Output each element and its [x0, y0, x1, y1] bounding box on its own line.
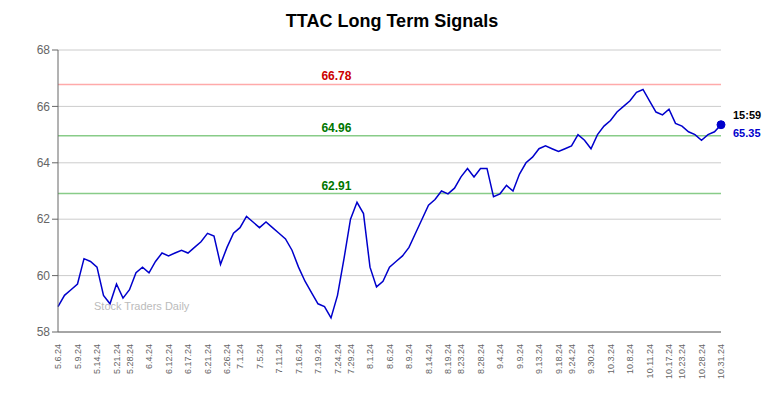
svg-text:7.1.24: 7.1.24	[235, 344, 245, 369]
svg-text:64: 64	[37, 156, 51, 170]
svg-text:10.17.24: 10.17.24	[664, 344, 674, 379]
svg-text:10.31.24: 10.31.24	[716, 344, 726, 379]
svg-text:8.1.24: 8.1.24	[365, 344, 375, 369]
svg-text:9.24.24: 9.24.24	[567, 344, 577, 374]
svg-text:7.5.24: 7.5.24	[255, 344, 265, 369]
svg-text:6.12.24: 6.12.24	[164, 344, 174, 374]
svg-text:8.19.24: 8.19.24	[443, 344, 453, 374]
svg-text:66: 66	[37, 100, 51, 114]
svg-text:9.4.24: 9.4.24	[495, 344, 505, 369]
svg-text:10.28.24: 10.28.24	[697, 344, 707, 379]
svg-text:60: 60	[37, 269, 51, 283]
svg-text:66.78: 66.78	[321, 69, 351, 83]
svg-text:8.23.24: 8.23.24	[456, 344, 466, 374]
svg-text:65.35: 65.35	[733, 127, 761, 139]
svg-text:10.3.24: 10.3.24	[606, 344, 616, 374]
svg-text:10.11.24: 10.11.24	[645, 344, 655, 378]
svg-text:62.91: 62.91	[321, 179, 351, 193]
svg-text:9.30.24: 9.30.24	[586, 344, 596, 374]
svg-text:15:59: 15:59	[733, 109, 761, 121]
svg-text:6.21.24: 6.21.24	[203, 344, 213, 374]
svg-text:5.9.24: 5.9.24	[73, 344, 83, 369]
html-text:Stock Traders Daily: Stock Traders Daily	[94, 300, 190, 312]
svg-text:8.14.24: 8.14.24	[424, 344, 434, 374]
svg-text:10.8.24: 10.8.24	[625, 344, 635, 374]
svg-text:7.11.24: 7.11.24	[274, 344, 284, 373]
svg-text:7.19.24: 7.19.24	[313, 344, 323, 374]
svg-text:7.24.24: 7.24.24	[333, 344, 343, 374]
svg-text:5.6.24: 5.6.24	[53, 344, 63, 369]
svg-text:58: 58	[37, 325, 51, 339]
svg-text:8.28.24: 8.28.24	[476, 344, 486, 374]
svg-text:6.4.24: 6.4.24	[144, 344, 154, 369]
svg-text:64.96: 64.96	[321, 121, 351, 135]
svg-text:7.16.24: 7.16.24	[294, 344, 304, 374]
svg-text:10.23.24: 10.23.24	[677, 344, 687, 379]
svg-text:8.9.24: 8.9.24	[404, 344, 414, 369]
svg-text:62: 62	[37, 212, 51, 226]
svg-text:5.28.24: 5.28.24	[125, 344, 135, 374]
svg-text:8.6.24: 8.6.24	[385, 344, 395, 369]
svg-text:9.9.24: 9.9.24	[515, 344, 525, 369]
svg-text:9.18.24: 9.18.24	[554, 344, 564, 374]
svg-text:6.17.24: 6.17.24	[183, 344, 193, 374]
svg-text:5.14.24: 5.14.24	[92, 344, 102, 374]
svg-text:7.29.24: 7.29.24	[346, 344, 356, 374]
svg-text:5.21.24: 5.21.24	[112, 344, 122, 374]
html-text:TTAC Long Term Signals: TTAC Long Term Signals	[285, 11, 499, 31]
svg-text:6.26.24: 6.26.24	[222, 344, 232, 374]
svg-text:9.13.24: 9.13.24	[534, 344, 544, 374]
svg-text:68: 68	[37, 43, 51, 57]
